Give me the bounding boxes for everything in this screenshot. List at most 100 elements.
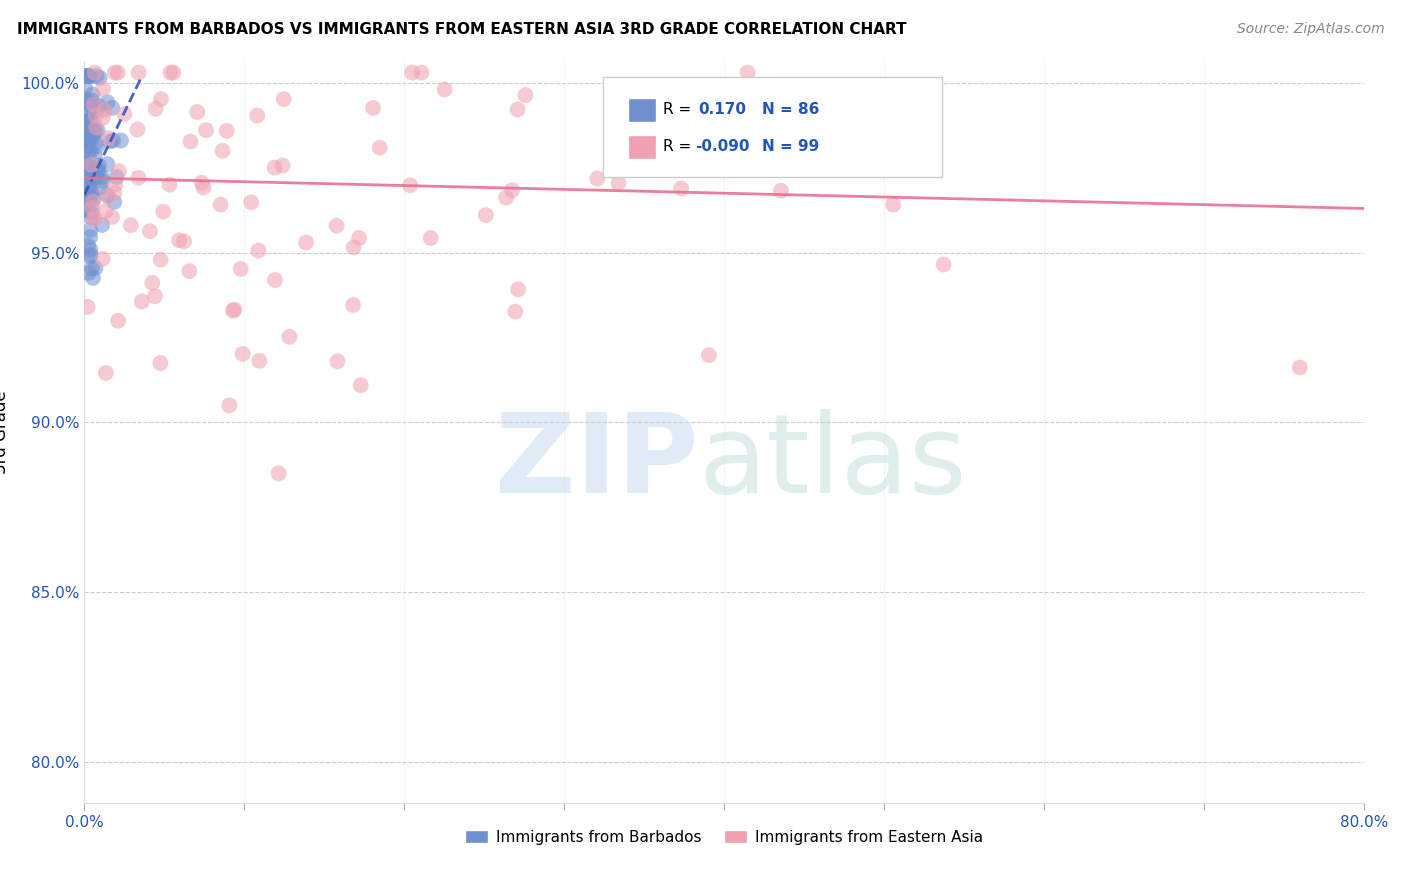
Point [131, 294, 153, 309]
Point [211, 144, 233, 158]
Point [143, 289, 166, 303]
Point [107, 65, 129, 79]
Point [246, 109, 269, 123]
Point [96, 157, 118, 171]
Bar [628, 98, 657, 121]
Point [97, 188, 120, 202]
Point [80, 185, 103, 199]
Point [101, 134, 124, 148]
Point [104, 178, 127, 192]
Point [495, 191, 517, 205]
Point [84, 260, 107, 275]
Text: Source: ZipAtlas.com: Source: ZipAtlas.com [1237, 22, 1385, 37]
Point [76, 69, 98, 83]
Text: IMMIGRANTS FROM BARBADOS VS IMMIGRANTS FROM EASTERN ASIA 3RD GRADE CORRELATION C: IMMIGRANTS FROM BARBADOS VS IMMIGRANTS F… [17, 22, 907, 37]
Point [80, 158, 103, 172]
Point [96, 188, 118, 202]
Point [79, 107, 101, 121]
Point [419, 231, 441, 245]
Point [84, 120, 107, 135]
Point [110, 134, 132, 148]
Point [273, 92, 295, 106]
Point [433, 82, 456, 96]
Point [501, 183, 523, 197]
Point [77, 174, 100, 188]
Point [77, 138, 100, 153]
Bar [628, 135, 657, 159]
Point [342, 298, 364, 312]
Point [80, 113, 103, 128]
Point [80, 206, 103, 220]
Point [326, 354, 349, 368]
Point [77, 238, 100, 252]
Point [218, 399, 240, 413]
Point [882, 197, 904, 211]
Point [697, 348, 720, 362]
Point [186, 105, 208, 120]
Point [79, 113, 101, 128]
Y-axis label: 3rd Grade: 3rd Grade [0, 391, 10, 475]
Point [84, 136, 107, 150]
Point [505, 304, 527, 318]
Point [159, 178, 181, 192]
Point [737, 65, 759, 79]
Point [224, 302, 246, 317]
Point [96, 95, 118, 110]
Point [229, 261, 252, 276]
Point [75, 105, 97, 120]
Point [112, 107, 135, 121]
Text: atlas: atlas [699, 409, 967, 516]
Point [399, 178, 422, 193]
Point [80, 188, 103, 202]
Point [101, 210, 124, 224]
Point [607, 176, 630, 190]
Point [108, 164, 131, 178]
Text: R =: R = [662, 139, 690, 154]
Point [232, 347, 254, 361]
Point [75, 188, 97, 202]
Point [586, 171, 609, 186]
Point [91, 174, 114, 188]
Point [264, 273, 287, 287]
Point [347, 231, 370, 245]
Point [159, 65, 181, 79]
Point [79, 135, 101, 149]
Point [84, 126, 107, 140]
Point [75, 158, 97, 172]
Point [342, 240, 364, 254]
Point [222, 303, 245, 318]
Point [77, 145, 100, 160]
Point [82, 194, 104, 209]
FancyBboxPatch shape [603, 78, 942, 178]
Point [149, 356, 172, 370]
Text: ZIP: ZIP [495, 409, 699, 516]
Point [149, 92, 172, 106]
Point [83, 212, 105, 227]
Point [79, 223, 101, 237]
Point [84, 170, 107, 185]
Point [86, 139, 108, 153]
Point [80, 261, 103, 276]
Point [195, 123, 218, 137]
Point [77, 69, 100, 83]
Point [128, 65, 150, 79]
Point [79, 194, 101, 208]
Point [77, 169, 100, 183]
Legend: Immigrants from Barbados, Immigrants from Eastern Asia: Immigrants from Barbados, Immigrants fro… [460, 823, 988, 851]
Point [87, 99, 110, 113]
Point [79, 160, 101, 174]
Point [669, 181, 692, 195]
Point [76, 128, 98, 143]
Point [80, 93, 103, 107]
Point [162, 65, 184, 79]
Point [179, 135, 201, 149]
Point [401, 65, 423, 79]
Point [77, 266, 100, 280]
Point [94, 204, 117, 219]
Point [263, 161, 285, 175]
Point [76, 300, 98, 314]
Point [82, 87, 104, 102]
Text: -0.090: -0.090 [695, 139, 749, 154]
Point [90, 170, 112, 185]
Point [87, 158, 110, 172]
